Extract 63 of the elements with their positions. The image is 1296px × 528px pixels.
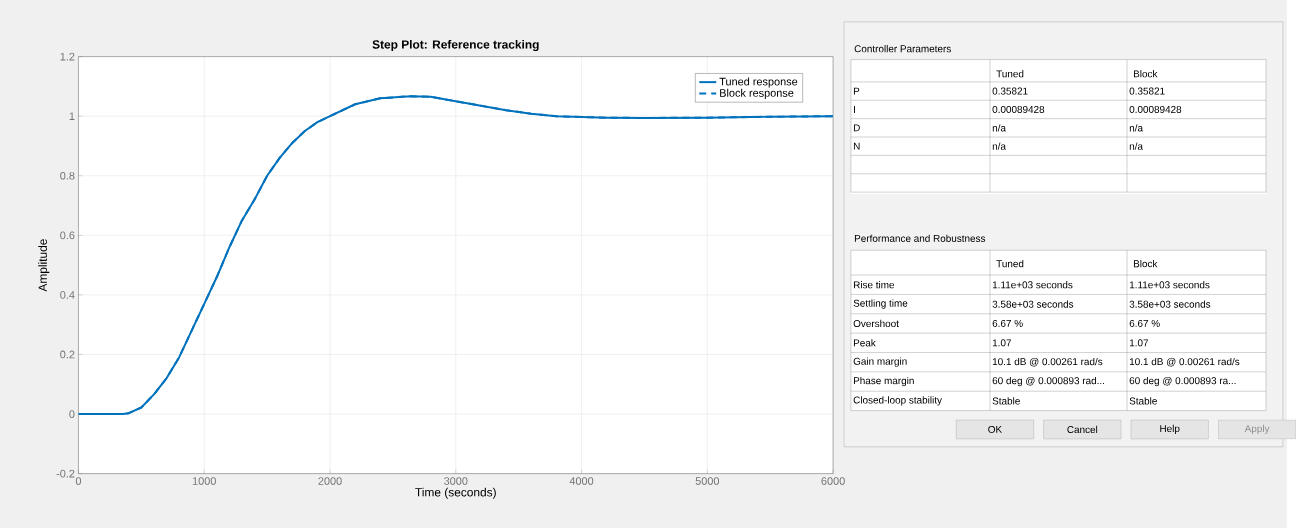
text: 1.07: [1129, 339, 1149, 347]
text: 60 deg @ 0.000893 rad...: [992, 376, 1104, 387]
text: Peak: [853, 339, 876, 347]
text: 60 deg @ 0.000893 ra...: [1129, 376, 1236, 387]
x-axis-title: Time (seconds): [415, 487, 496, 499]
text: n/a: [992, 142, 1006, 150]
text: Closed-loop stability: [853, 396, 942, 406]
text: I: [854, 105, 855, 113]
x-tick-label: 2000: [318, 477, 342, 485]
text: 6.67 %: [992, 319, 1023, 327]
text: P: [853, 87, 860, 95]
text: n/a: [1129, 124, 1143, 132]
text: Controller Parameters: [854, 44, 951, 53]
text: 3.58e+03 seconds: [1129, 300, 1211, 308]
y-tick-label: 0.8: [60, 171, 75, 180]
text: Rise time: [853, 280, 895, 289]
y-tick-label: 1.2: [60, 52, 75, 61]
text: Stable: [992, 397, 1020, 405]
y-axis-title: Amplitude: [38, 239, 50, 292]
y-tick-label: 0: [69, 410, 75, 418]
text: Gain margin: [853, 357, 907, 367]
text: n/a: [1129, 142, 1143, 150]
text: Block: [1133, 259, 1158, 268]
text: 10.1 dB @ 0.00261 rad/s: [992, 357, 1103, 367]
legend-label: Block response: [720, 88, 794, 99]
text: Block: [1133, 69, 1158, 78]
y-tick-label: 0.6: [60, 231, 75, 240]
text: Stable: [1129, 397, 1157, 405]
y-tick-label: 0.2: [60, 350, 75, 359]
text: Tuned: [996, 259, 1024, 268]
text: 0.35821: [992, 87, 1028, 95]
text: D: [853, 124, 860, 132]
x-tick-label: 6000: [821, 477, 845, 485]
text: N: [853, 142, 860, 150]
x-tick-label: 5000: [695, 477, 720, 485]
y-tick-label: 1: [69, 112, 75, 120]
text: 0.35821: [1129, 87, 1165, 95]
text: 6.67 %: [1129, 319, 1160, 327]
text: Cancel: [1067, 425, 1098, 433]
text: Overshoot: [853, 319, 899, 327]
text: Tuned: [996, 69, 1024, 78]
text: Phase margin: [853, 376, 914, 387]
text: Settling time: [853, 299, 908, 309]
text: 1.11e+03 seconds: [992, 280, 1073, 289]
text: 0.00089428: [992, 105, 1045, 113]
text: OK: [988, 425, 1002, 433]
text: Help: [1160, 424, 1180, 434]
x-tick-label: 3000: [444, 477, 468, 485]
text: 0.00089428: [1129, 105, 1182, 113]
text: 1.07: [992, 339, 1011, 347]
x-tick-label: 1000: [192, 477, 216, 485]
text: Apply: [1244, 424, 1270, 434]
legend-label: Tuned response: [719, 77, 798, 88]
text: 3.58e+03 seconds: [992, 300, 1074, 308]
x-tick-label: 4000: [569, 477, 594, 485]
text: n/a: [992, 124, 1006, 132]
text: 1.11e+03 seconds: [1129, 280, 1210, 289]
x-tick-label: 0: [75, 477, 82, 485]
text: Performance and Robustness: [854, 234, 986, 242]
text: 10.1 dB @ 0.00261 rad/s: [1129, 357, 1240, 367]
y-tick-label: 0.4: [60, 290, 75, 299]
chart-title: Step Plot: Reference tracking: [372, 39, 539, 51]
y-tick-label: -0.2: [56, 469, 75, 478]
